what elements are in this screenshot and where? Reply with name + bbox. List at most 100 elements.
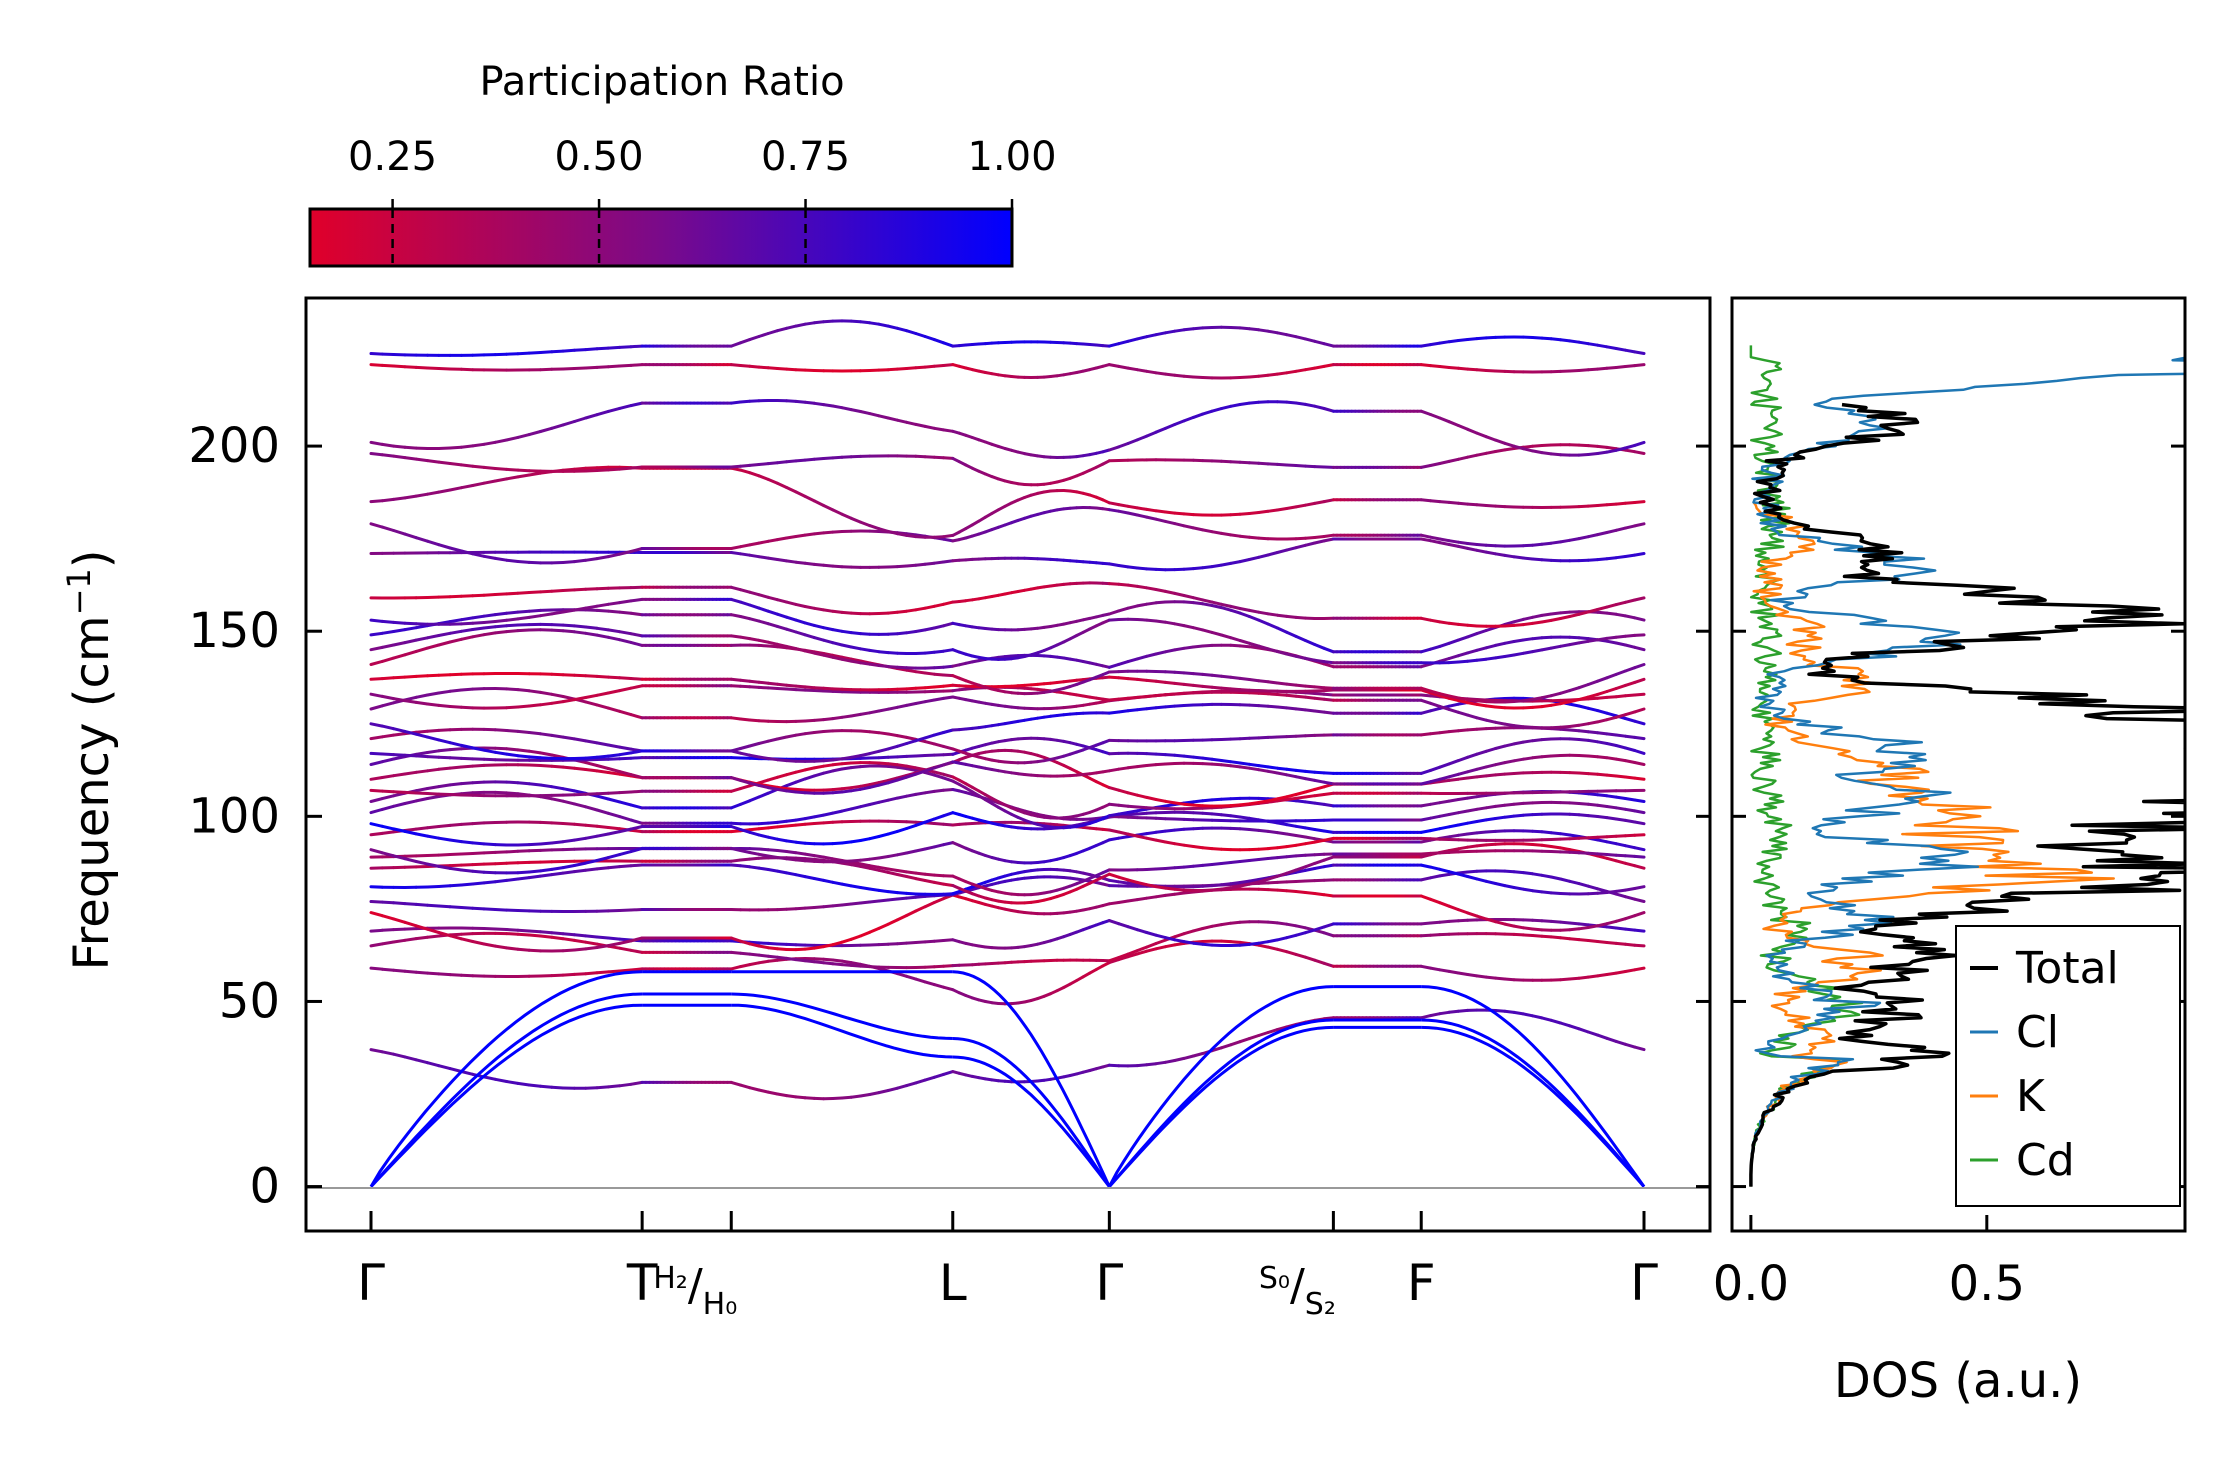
optical-band-segment [529,844,540,845]
optical-band-segment [416,695,427,697]
optical-band-segment [541,932,552,933]
optical-band-segment [484,615,495,617]
optical-band-segment [428,836,439,838]
optical-band-segment [382,645,393,647]
optical-band-segment [552,933,563,934]
optical-band-segment [405,831,416,834]
optical-band-segment [473,623,484,624]
optical-band-segment [597,796,608,799]
optical-band-segment [371,850,382,853]
optical-band-segment [450,767,461,768]
optical-band-segment [371,833,382,834]
optical-band-segment [428,794,439,795]
optical-band-segment [541,753,552,755]
optical-band-segment [586,763,597,766]
optical-band-segment [620,711,631,714]
optical-band-segment [541,591,552,592]
optical-band-segment [574,739,585,741]
optical-band-segment [608,1086,619,1087]
optical-band-segment [586,770,597,771]
optical-band-segment [518,611,529,612]
optical-band-segment [1635,709,1644,712]
optical-band-segment [518,756,529,757]
optical-band-segment [394,755,405,756]
optical-band-segment [439,1066,450,1069]
optical-band-segment [439,757,450,758]
optical-band-segment [631,910,642,911]
optical-band-segment [439,785,450,787]
optical-band-segment [608,938,619,939]
optical-band-segment [507,731,518,732]
optical-band-segment [495,863,506,864]
optical-band-segment [416,734,427,737]
optical-band-segment [586,936,597,937]
optical-band-segment [608,691,619,693]
optical-band-segment [484,882,495,883]
optical-band-segment [1635,665,1644,668]
optical-band-segment [529,931,540,932]
optical-band-segment [541,734,552,736]
optical-band-segment [439,730,450,731]
optical-band-segment [416,862,427,865]
optical-band-segment [416,793,427,794]
optical-band-segment [1635,866,1644,869]
optical-band-segment [461,842,472,843]
optical-band-segment [563,974,574,975]
optical-band-segment [428,769,439,771]
optical-band-segment [507,593,518,594]
optical-band-segment [620,941,631,944]
optical-band-segment [439,675,450,676]
optical-band-segment [586,633,597,635]
optical-band-segment [484,872,495,873]
optical-band-segment [563,562,574,563]
optical-band-segment [405,904,416,905]
optical-band-segment [382,735,393,737]
optical-band-segment [382,832,393,834]
optical-band-segment [416,789,427,791]
optical-band-segment [495,594,506,595]
optical-band-segment [631,679,642,680]
optical-band-segment [574,608,585,610]
optical-band-segment [552,873,563,875]
optical-band-segment [382,796,393,799]
optical-band-segment [495,880,506,881]
optical-band-segment [552,674,563,675]
optical-band-segment [371,824,382,827]
optical-band-segment [394,729,405,732]
optical-band-segment [461,939,472,942]
optical-band-segment [371,902,382,903]
optical-band-segment [597,557,608,559]
optical-band-segment [608,867,619,868]
optical-band-segment [631,642,642,645]
optical-band-segment [405,623,416,624]
optical-band-segment [473,765,484,766]
optical-band-segment [541,875,552,877]
optical-band-segment [586,973,597,974]
optical-band-segment [620,910,631,911]
optical-band-segment [597,588,608,589]
optical-band-segment [552,735,563,737]
optical-band-segment [495,910,506,911]
optical-band-segment [574,626,585,627]
optical-band-segment [563,631,574,632]
optical-band-segment [416,937,427,938]
optical-band-segment [518,593,529,594]
optical-band-segment [541,766,552,767]
optical-band-segment [1635,848,1644,850]
optical-band-segment [518,731,529,732]
optical-band-segment [371,799,382,802]
optical-band-segment [428,905,439,906]
optical-band-segment [394,903,405,904]
optical-band-segment [495,946,506,948]
optical-band-segment [461,934,472,935]
optical-band-segment [552,842,563,843]
optical-band-segment [620,817,631,820]
optical-band-segment [473,942,484,945]
optical-band-segment [371,647,382,649]
optical-band-segment [1635,811,1644,813]
optical-band-segment [597,937,608,938]
colorbar-tick-label: 0.50 [555,134,644,180]
optical-band-segment [461,766,472,767]
colorbar-gradient [310,209,1012,266]
